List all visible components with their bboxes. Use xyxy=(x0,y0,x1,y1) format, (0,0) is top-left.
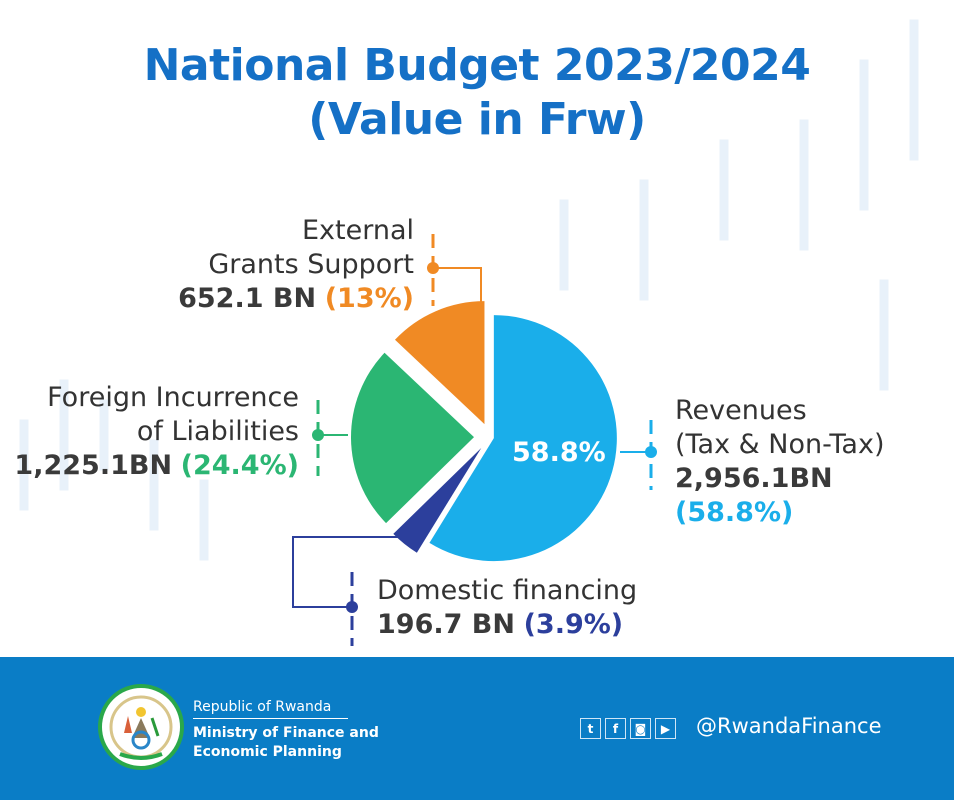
label-name: (Tax & Non-Tax) xyxy=(675,429,885,460)
label-name: External xyxy=(301,215,414,246)
dot-external xyxy=(427,262,439,274)
footer: Republic of Rwanda Ministry of Finance a… xyxy=(0,657,954,800)
facebook-icon[interactable]: f xyxy=(605,718,626,739)
ministry-name-line1: Ministry of Finance and xyxy=(193,725,379,741)
label-name: Domestic financing xyxy=(377,575,638,606)
dot-foreign xyxy=(312,429,324,441)
label-percent: (13%) xyxy=(324,283,414,314)
background-candlesticks xyxy=(19,19,919,561)
pie-slice-foreign xyxy=(351,352,475,524)
pie-chart xyxy=(292,234,657,646)
youtube-icon[interactable]: ▶ xyxy=(655,718,676,739)
pie-slice-domestic xyxy=(393,447,482,553)
label-percent: (58.8%) xyxy=(675,497,794,528)
pie-slice-revenues xyxy=(429,315,617,562)
dot-revenues xyxy=(645,446,657,458)
label-name: Grants Support xyxy=(208,249,414,280)
ministry-text: Republic of Rwanda Ministry of Finance a… xyxy=(193,699,379,762)
label-foreign: Foreign Incurrence of Liabilities 1,225.… xyxy=(0,381,299,483)
revenues-inner-label: 58.8% xyxy=(512,437,606,468)
dot-domestic xyxy=(346,601,358,613)
label-value: 196.7 BN xyxy=(377,609,515,640)
chart-title-line1: National Budget 2023/2024 xyxy=(143,40,811,91)
leader-domestic xyxy=(292,536,404,646)
twitter-icon[interactable]: t xyxy=(580,718,601,739)
republic-label: Republic of Rwanda xyxy=(193,699,348,719)
label-name: of Liabilities xyxy=(136,416,299,447)
label-percent: (24.4%) xyxy=(180,450,299,481)
instagram-icon[interactable]: ◙ xyxy=(630,718,651,739)
chart-title-line2: (Value in Frw) xyxy=(308,94,646,145)
pie-slice-external xyxy=(394,301,485,425)
label-name: Revenues xyxy=(675,395,807,426)
label-revenues: Revenues (Tax & Non-Tax) 2,956.1BN (58.8… xyxy=(675,394,954,530)
label-percent: (3.9%) xyxy=(523,609,624,640)
social-handle[interactable]: @RwandaFinance xyxy=(696,714,882,738)
label-value: 1,225.1BN xyxy=(14,450,173,481)
ministry-name-line2: Economic Planning xyxy=(193,744,342,760)
label-domestic: Domestic financing 196.7 BN (3.9%) xyxy=(377,574,637,642)
rwanda-emblem-logo xyxy=(98,684,184,770)
label-name: Foreign Incurrence xyxy=(47,382,299,413)
label-external: External Grants Support 652.1 BN (13%) xyxy=(150,214,414,316)
label-value: 2,956.1BN xyxy=(675,463,833,494)
social-links: t f ◙ ▶ xyxy=(580,718,676,739)
label-value: 652.1 BN xyxy=(178,283,317,314)
